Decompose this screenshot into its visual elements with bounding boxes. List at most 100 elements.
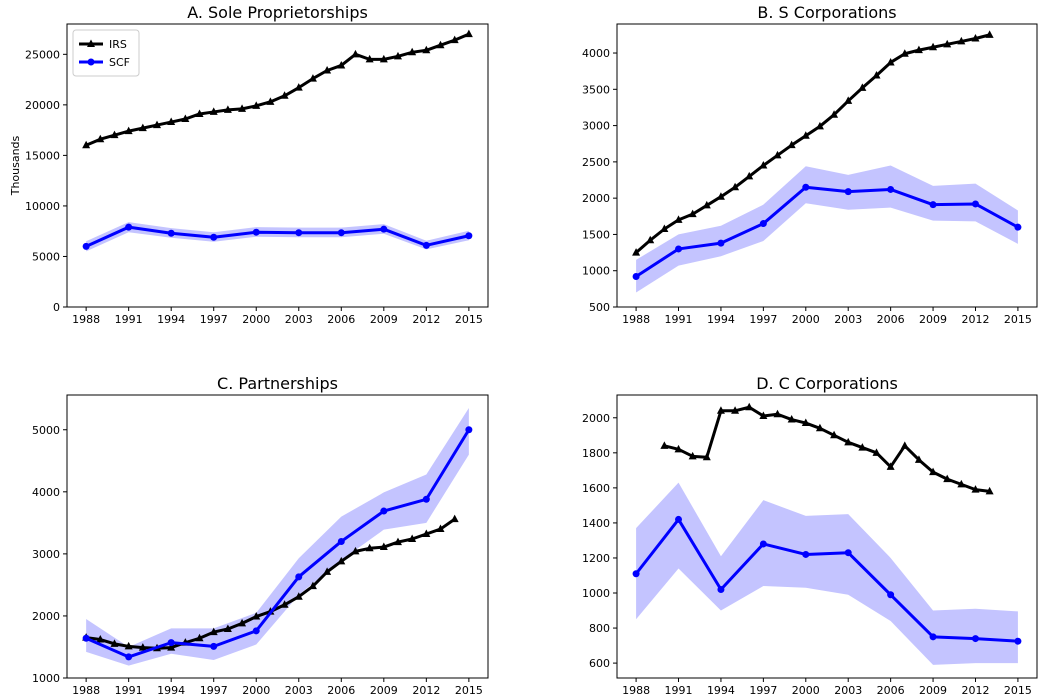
triangle-marker (450, 35, 459, 44)
y-tick-label: 1600 (582, 482, 610, 495)
triangle-marker (379, 542, 388, 551)
x-tick-label: 1991 (115, 313, 143, 326)
triangle-marker (957, 36, 966, 45)
circle-marker (422, 241, 430, 249)
x-tick-label: 2006 (877, 313, 905, 326)
triangle-marker (646, 235, 655, 244)
confidence-band (86, 222, 469, 252)
x-tick-label: 2012 (961, 313, 989, 326)
series-line (85, 225, 470, 248)
triangle-marker (351, 546, 360, 555)
y-tick-label: 0 (53, 301, 60, 314)
triangle-marker (337, 60, 346, 69)
triangle-marker (365, 54, 374, 63)
triangle-marker (167, 643, 176, 651)
panel-title: B. S Corporations (757, 3, 896, 22)
triangle-marker (195, 633, 204, 642)
axes-frame (66, 23, 489, 308)
x-tick-label: 2000 (242, 684, 270, 697)
y-tick-label: 3500 (582, 83, 610, 96)
panel: C. Partnerships 1988 1991 1994 1997 2000 2003 2… (32, 374, 489, 697)
circle-marker (82, 634, 90, 642)
circle-marker (295, 573, 303, 581)
triangle-marker (280, 91, 289, 99)
y-tick-label: 3000 (582, 120, 610, 133)
circle-marker (632, 273, 640, 281)
y-tick-label: 2000 (582, 192, 610, 205)
x-tick-label: 2009 (919, 313, 947, 326)
series-line (634, 517, 1019, 643)
triangle-marker (787, 415, 796, 423)
triangle-marker (450, 514, 459, 523)
y-tick-label: 500 (589, 301, 610, 314)
triangle-marker (96, 635, 105, 643)
triangle-marker (223, 624, 232, 632)
panel-title: D. C Corporations (756, 374, 898, 393)
circle-marker (1014, 223, 1022, 231)
triangle-marker (294, 83, 303, 91)
triangle-marker (872, 448, 881, 456)
y-tick-label: 20000 (25, 99, 60, 112)
triangle-marker (971, 34, 980, 42)
triangle-marker (702, 200, 711, 209)
triangle-marker (773, 409, 782, 418)
triangle-marker (365, 543, 374, 552)
y-tick-label: 1200 (582, 552, 610, 565)
triangle-marker (223, 105, 232, 113)
triangle-marker (167, 117, 176, 126)
circle-marker (1014, 637, 1022, 645)
triangle-marker (138, 643, 147, 651)
series-line (85, 32, 470, 147)
series-line (664, 405, 990, 493)
circle-marker (929, 201, 937, 209)
triangle-marker (985, 30, 994, 38)
circle-marker (887, 591, 895, 599)
circle-marker (210, 642, 218, 650)
triangle-marker (266, 97, 275, 105)
triangle-marker (702, 452, 711, 461)
circle-marker (844, 188, 852, 196)
triangle-marker (660, 224, 669, 232)
x-tick-label: 1991 (115, 684, 143, 697)
x-tick-label: 2015 (455, 684, 483, 697)
triangle-marker (731, 182, 740, 191)
y-axis-label: Thousands (9, 135, 22, 196)
triangle-marker (886, 57, 895, 66)
x-tick-label: 2003 (834, 313, 862, 326)
triangle-marker (688, 451, 697, 460)
x-tick-label: 1997 (749, 684, 777, 697)
circle-marker (632, 570, 640, 578)
triangle-marker (674, 444, 683, 453)
circle-marker (802, 550, 810, 558)
triangle-marker (337, 556, 346, 565)
circle-marker (759, 540, 767, 548)
triangle-marker (96, 134, 105, 143)
x-tick-label: 2006 (327, 684, 355, 697)
y-tick-label: 1000 (32, 672, 60, 685)
circle-marker (971, 200, 979, 208)
x-tick-label: 1997 (749, 313, 777, 326)
triangle-marker (886, 462, 895, 470)
y-tick-label: 3000 (32, 548, 60, 561)
circle-marker (380, 225, 388, 233)
x-tick-label: 2006 (327, 313, 355, 326)
circle-marker (252, 627, 260, 635)
circle-marker (929, 633, 937, 641)
x-tick-label: 2000 (792, 313, 820, 326)
triangle-marker (280, 600, 289, 608)
circle-marker (802, 183, 810, 191)
x-tick-label: 2015 (455, 313, 483, 326)
y-tick-label: 15000 (25, 149, 60, 162)
triangle-marker (209, 627, 218, 636)
triangle-marker (844, 437, 853, 446)
x-tick-label: 2015 (1004, 684, 1032, 697)
circle-marker (125, 223, 133, 231)
circle-marker (717, 586, 725, 594)
axes-frame (616, 23, 1038, 308)
triangle-marker (393, 51, 402, 60)
y-tick-label: 1400 (582, 517, 610, 530)
legend-label: SCF (109, 56, 130, 69)
x-tick-label: 1988 (72, 313, 100, 326)
triangle-marker (464, 29, 473, 38)
